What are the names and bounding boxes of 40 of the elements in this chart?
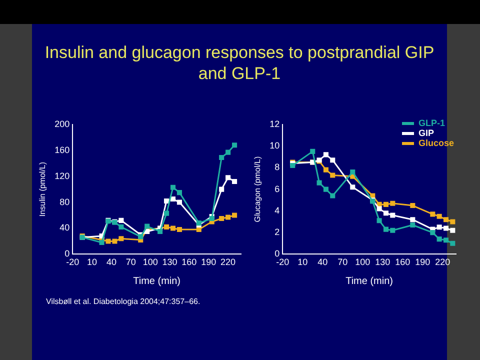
y-tick-label: 8 [274,162,280,172]
x-axis-title: Time (min) [346,276,394,287]
y-tick-label: 160 [54,144,70,155]
text: Vilsbøll et al. Diabetologia 2004;47:357–66. [46,297,202,306]
y-tick-label: 10 [270,140,280,151]
x-tick-label: 10 [87,257,98,268]
y-axis-title: Insulin (pmol/L) [38,162,48,217]
y-tick-label: 0 [274,248,280,259]
y-tick-label: 6 [274,184,280,194]
y-tick-label: 2 [274,227,280,238]
x-tick-label: 130 [375,257,390,268]
x-tick-label: -20 [66,257,80,268]
legend-label: GLP-1 [418,118,445,128]
y-axis-title: Glucagon (pmol/L) [253,156,262,222]
y-tick-label: 12 [270,118,280,129]
x-tick-label: 70 [126,257,136,268]
x-tick-label: 190 [415,257,430,268]
x-tick-label: -20 [276,257,290,268]
x-tick-label: 10 [298,257,308,268]
x-axis-title: Time (min) [133,276,181,287]
x-tick-label: 220 [220,257,236,268]
x-tick-label: 130 [162,257,178,268]
chart-title: Insulin and glucagon responses to postprandial GIP and GLP-1 [44,42,436,84]
x-tick-label: 100 [142,257,158,268]
y-tick-label: 0 [64,248,70,259]
x-tick-label: 40 [318,257,328,268]
x-tick-label: 40 [106,257,116,268]
y-tick-label: 4 [274,205,280,216]
x-tick-label: 190 [201,257,216,268]
x-tick-label: 100 [355,257,370,268]
y-tick-label: 40 [60,222,70,233]
legend-label: GIP [418,128,434,138]
x-tick-label: 70 [338,257,348,268]
x-tick-label: 220 [435,257,450,268]
x-tick-label: 160 [395,257,410,268]
y-tick-label: 200 [54,118,70,129]
legend-label: Glucose [418,138,454,148]
y-tick-label: 120 [54,170,70,181]
x-tick-label: 160 [182,257,197,268]
y-tick-label: 80 [60,196,70,207]
